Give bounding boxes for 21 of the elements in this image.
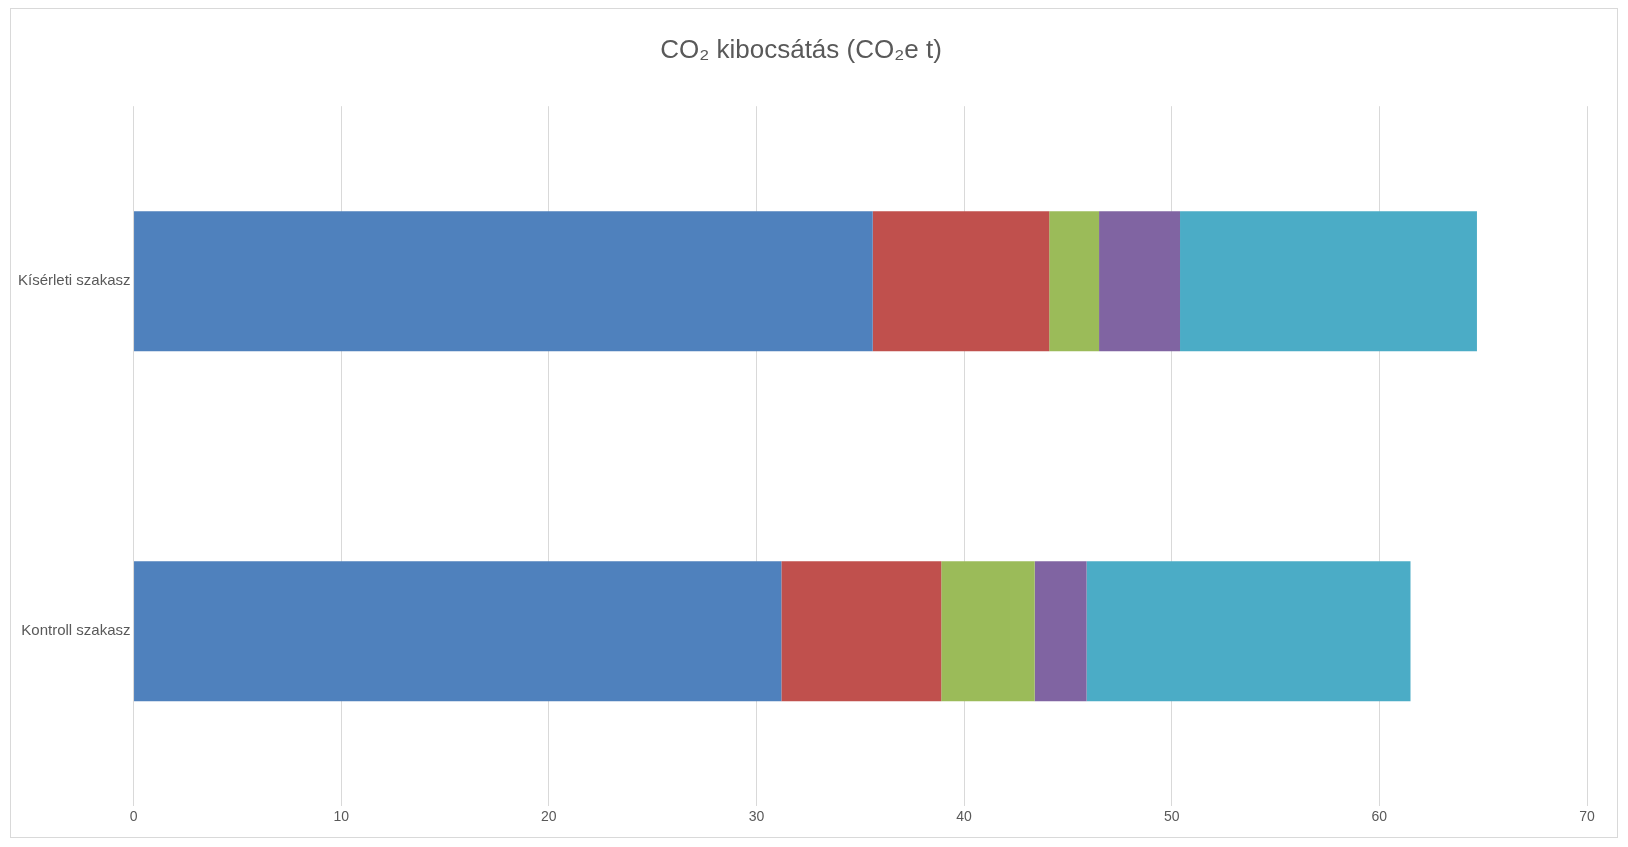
x-tick-label: 20 [541,808,557,825]
bar [134,211,873,352]
bar [1086,561,1411,702]
x-tick-label: 70 [1579,808,1595,825]
x-tick-label: 50 [1163,808,1180,825]
x-tick-label: 60 [1371,808,1388,825]
y-tick-label: Kísérleti szakasz [17,271,131,289]
bar [941,561,1035,702]
bar [1049,211,1100,352]
chart-title: CO₂ kibocsátás (CO₂e t) [660,33,942,64]
x-tick-label: 0 [129,808,138,825]
x-tick-label: 40 [956,808,973,825]
x-tick-label: 30 [748,808,765,825]
bar [781,561,942,702]
bar [1180,211,1477,352]
bar [1099,211,1181,352]
y-tick-label: Kontroll szakasz [21,621,131,639]
bar [872,211,1050,352]
x-tick-label: 10 [333,808,350,825]
bar [134,561,782,702]
bar [1034,561,1087,702]
